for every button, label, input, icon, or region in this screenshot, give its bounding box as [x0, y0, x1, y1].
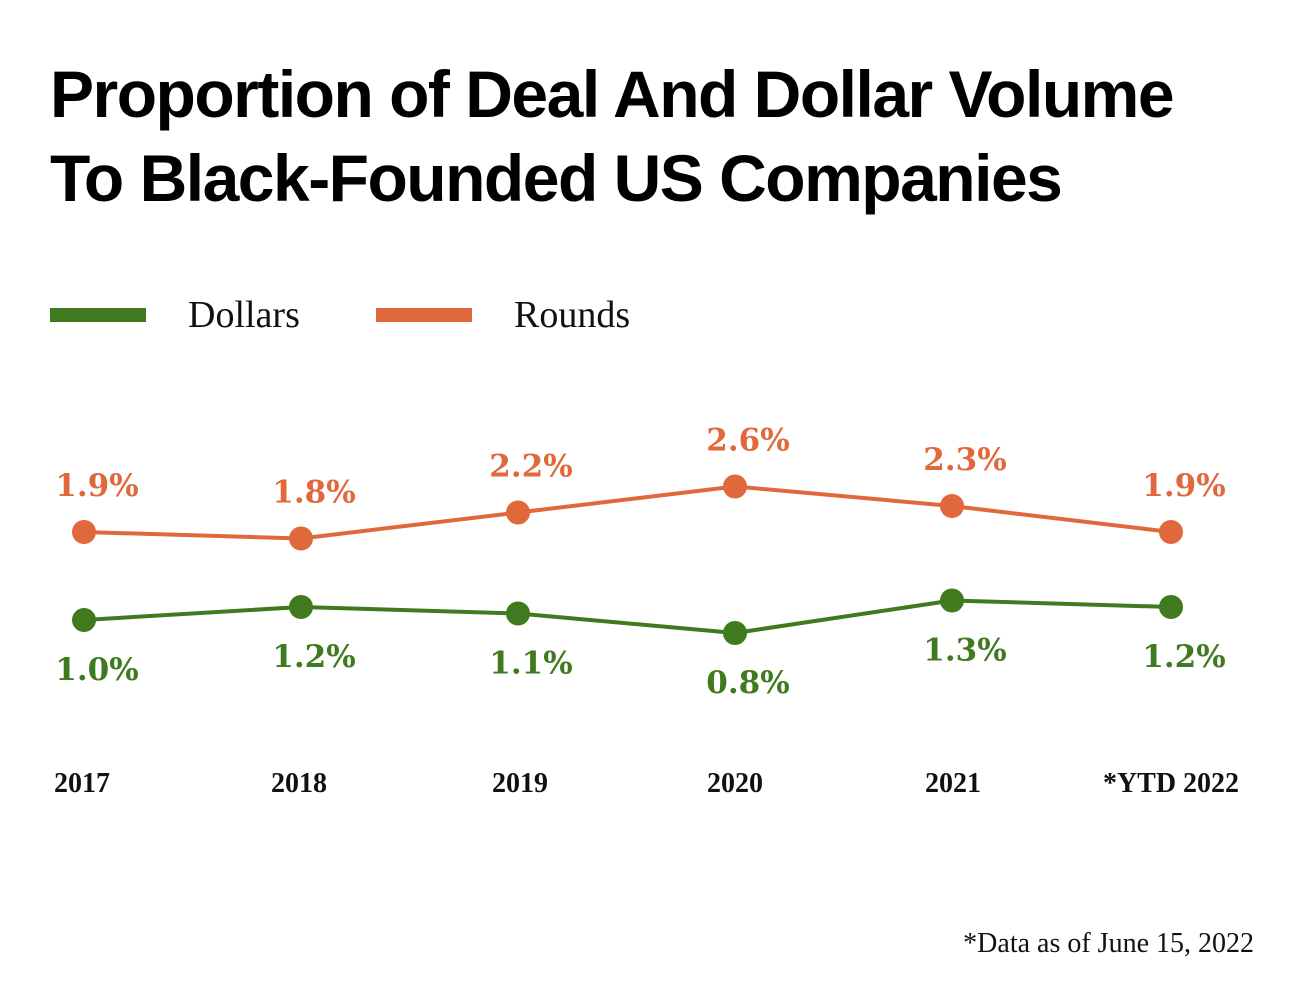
data-label-rounds-3: 2.6% — [706, 423, 789, 459]
data-label-dollars-2: 1.1% — [489, 646, 572, 682]
x-tick-label-3: 2020 — [707, 768, 763, 799]
line-chart: 1.0% 1.2% 1.1% 0.8% 1.3% 1.2% 1.9% 1.8% 2.2% 2.6%… — [54, 423, 1239, 800]
series-line-rounds — [83, 484, 1172, 541]
data-point-dollars-2 — [506, 601, 530, 626]
x-tick-label-1: 2018 — [271, 768, 327, 799]
data-point-rounds-4 — [940, 494, 964, 518]
data-label-dollars-5: 1.2% — [1142, 639, 1225, 675]
legend-label-dollars: Dollars — [188, 294, 300, 336]
data-point-rounds-2 — [506, 500, 530, 525]
x-tick-label-4: 2021 — [925, 768, 981, 799]
data-point-rounds-0 — [72, 520, 96, 544]
data-point-dollars-3 — [723, 621, 747, 645]
x-tick-label-0: 2017 — [54, 768, 110, 799]
data-point-rounds-5 — [1159, 520, 1183, 544]
x-tick-label-5: *YTD 2022 — [1103, 768, 1239, 799]
data-label-dollars-3: 0.8% — [706, 665, 789, 701]
data-label-rounds-2: 2.2% — [489, 449, 572, 485]
legend-swatch-dollars — [50, 308, 146, 322]
data-point-dollars-4 — [940, 588, 964, 613]
x-tick-label-2: 2019 — [492, 768, 548, 799]
legend-swatch-rounds — [376, 308, 472, 322]
data-point-rounds-1 — [289, 526, 313, 551]
data-label-dollars-4: 1.3% — [923, 633, 1006, 669]
footnote: *Data as of June 15, 2022 — [963, 928, 1254, 959]
legend-label-rounds: Rounds — [514, 294, 631, 336]
data-point-dollars-1 — [289, 595, 313, 619]
chart-title: Proportion of Deal And Dollar Volume To … — [50, 52, 1270, 220]
data-label-rounds-0: 1.9% — [55, 468, 138, 504]
chart-title-line-1: Proportion of Deal And Dollar Volume — [50, 57, 1175, 131]
data-label-dollars-0: 1.0% — [55, 652, 138, 688]
data-label-rounds-1: 1.8% — [272, 475, 355, 511]
data-label-rounds-5: 1.9% — [1142, 468, 1225, 504]
data-point-rounds-3 — [723, 474, 747, 499]
data-point-dollars-5 — [1159, 595, 1183, 619]
data-label-dollars-1: 1.2% — [272, 639, 355, 675]
series-line-dollars — [83, 598, 1172, 635]
data-point-dollars-0 — [72, 608, 96, 632]
chart-title-line-2: To Black-Founded US Companies — [50, 141, 1063, 215]
data-label-rounds-4: 2.3% — [923, 442, 1006, 478]
